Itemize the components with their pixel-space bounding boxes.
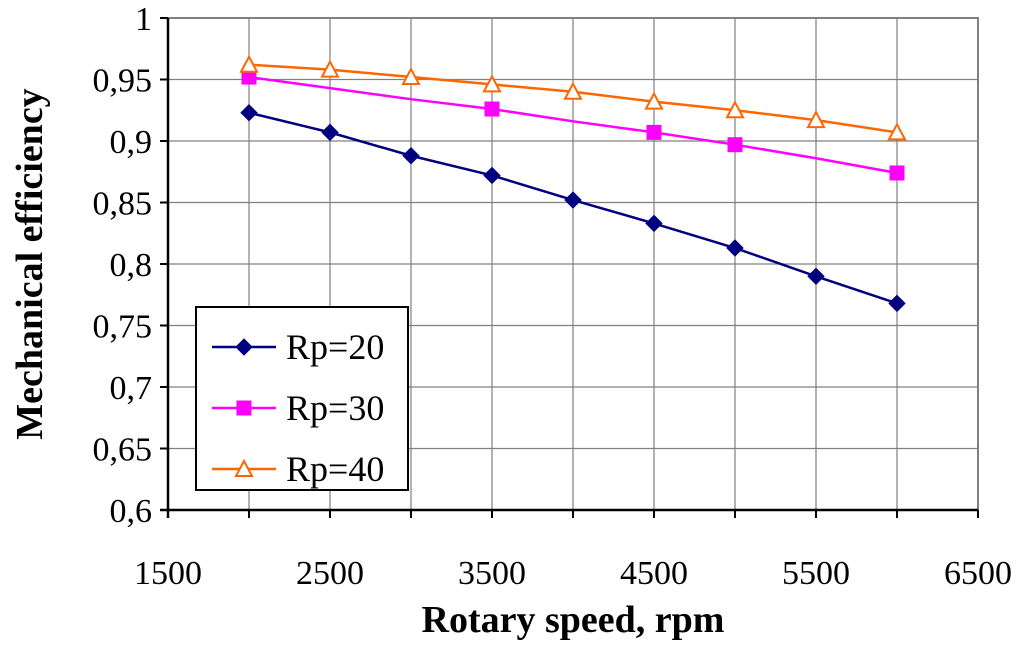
legend-marker <box>236 400 252 416</box>
data-point <box>483 166 501 185</box>
data-point <box>401 66 421 86</box>
data-point <box>644 91 664 110</box>
series-layer <box>239 54 907 313</box>
x-tick-label: 5500 <box>782 555 850 592</box>
axes-layer: 0,6 0,65 0,7 0,75 0,8 0,85 0,9 0,95 1 1500 2500 350… <box>93 1 1013 592</box>
data-point <box>564 191 582 209</box>
y-tick-label: 0,65 <box>93 432 153 469</box>
legend: Rp=20 Rp=30 Rp=40 <box>195 306 409 491</box>
x-tick-label: 3500 <box>458 555 526 592</box>
data-point <box>563 81 583 100</box>
data-point <box>482 74 502 93</box>
series-rp-20 <box>240 104 906 313</box>
data-point <box>726 239 744 257</box>
series-rp-40 <box>239 54 907 141</box>
y-tick-label: 1 <box>135 1 152 38</box>
legend-item: Rp=40 <box>212 449 384 489</box>
data-point <box>888 294 906 313</box>
data-point <box>645 214 663 233</box>
legend-marker <box>234 458 254 477</box>
x-tick-label: 1500 <box>134 555 202 592</box>
y-tick-label: 0,9 <box>110 124 153 161</box>
x-tick-label: 6500 <box>944 555 1012 592</box>
legend-label: Rp=40 <box>286 449 384 489</box>
x-axis-title: Rotary speed, rpm <box>422 599 725 641</box>
y-tick-label: 0,6 <box>110 493 153 530</box>
legend-item: Rp=30 <box>212 388 384 428</box>
data-point <box>887 122 907 141</box>
data-point <box>239 54 259 73</box>
y-tick-label: 0,85 <box>93 186 153 223</box>
data-point <box>646 124 662 140</box>
legend-label: Rp=20 <box>286 327 384 367</box>
series-rp-30 <box>241 69 905 181</box>
y-axis-title: Mechanical efficiency <box>9 88 51 439</box>
y-tick-label: 0,95 <box>93 63 153 100</box>
data-point <box>240 104 258 122</box>
data-point <box>725 100 745 119</box>
data-point <box>402 147 420 165</box>
data-point <box>320 59 340 78</box>
x-tick-label: 4500 <box>620 555 688 592</box>
data-point <box>484 101 500 117</box>
legend-label: Rp=30 <box>286 388 384 428</box>
data-point <box>889 165 905 181</box>
series-line <box>248 75 898 175</box>
data-point <box>727 137 743 153</box>
x-tick-label: 2500 <box>296 555 364 592</box>
legend-marker <box>235 338 253 356</box>
y-tick-label: 0,75 <box>93 309 153 346</box>
data-point <box>807 267 825 286</box>
data-point <box>321 123 339 142</box>
y-tick-label: 0,8 <box>110 247 153 284</box>
legend-box <box>195 306 409 491</box>
y-tick-label: 0,7 <box>110 370 153 407</box>
data-point <box>806 109 826 129</box>
legend-item: Rp=20 <box>212 327 384 367</box>
